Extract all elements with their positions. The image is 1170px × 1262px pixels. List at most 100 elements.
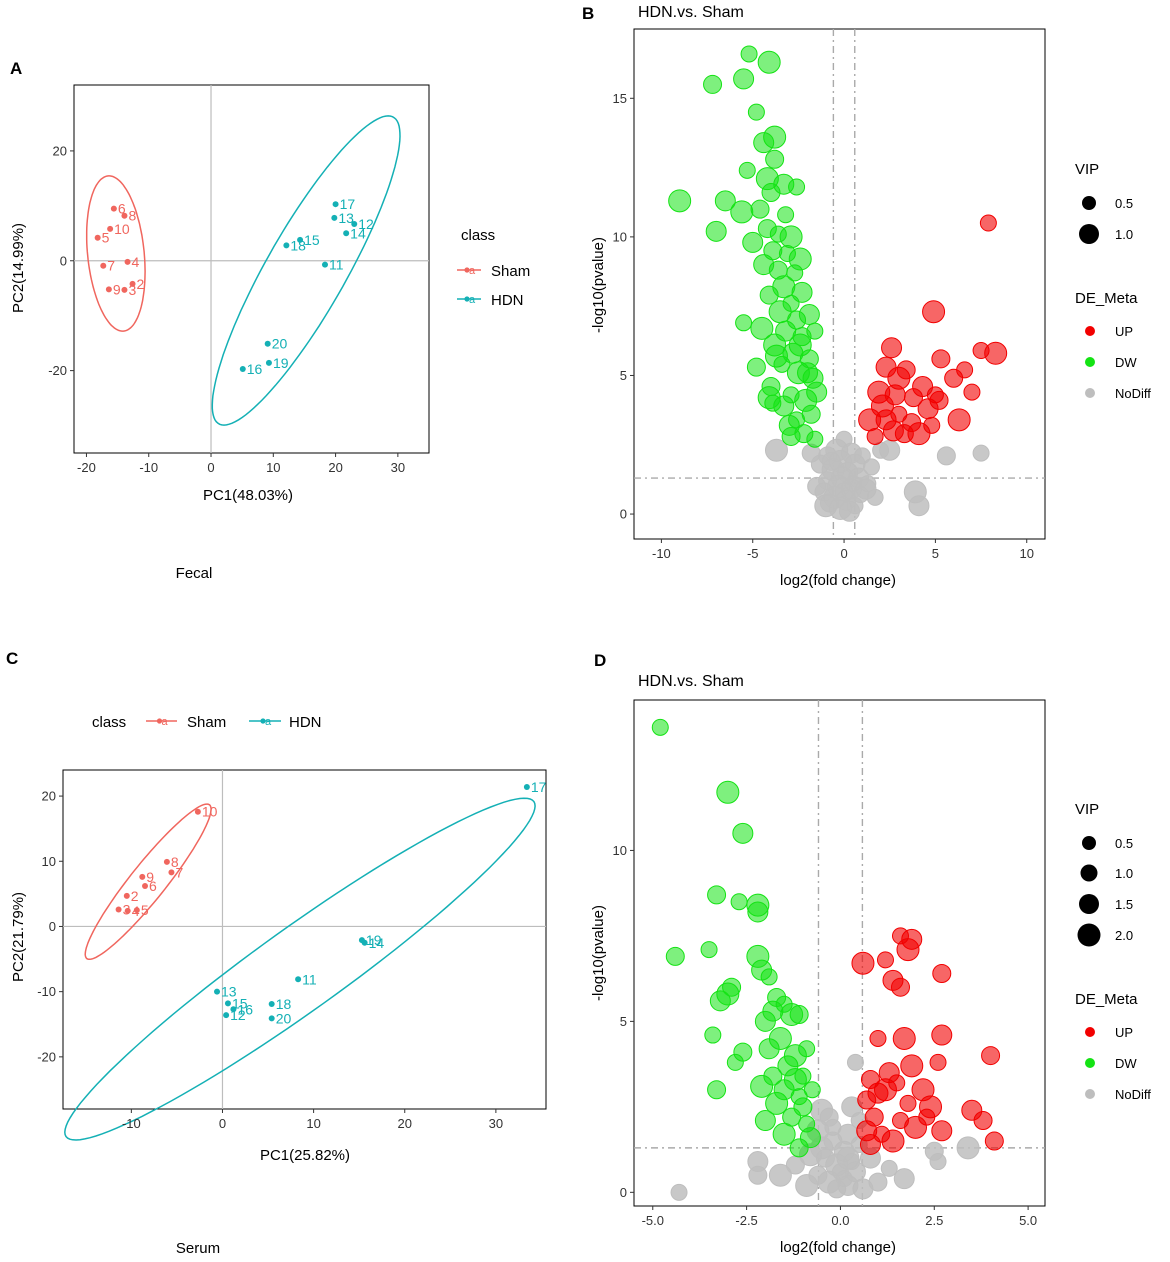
point-dw bbox=[786, 264, 804, 282]
x-tick-label: 10 bbox=[306, 1116, 320, 1131]
panel-b-letter: B bbox=[582, 4, 594, 23]
point-label-11: 11 bbox=[302, 971, 317, 987]
panel-c-caption: Serum bbox=[176, 1240, 220, 1257]
legend-key-point bbox=[260, 718, 266, 724]
panel-c-x-label: PC1(25.82%) bbox=[260, 1147, 350, 1164]
panel-c-legend-sham: Sham bbox=[187, 714, 226, 731]
point-up bbox=[892, 1026, 916, 1050]
point-dw bbox=[759, 285, 779, 305]
panel-b-legend-vip-title: VIP bbox=[1075, 161, 1099, 178]
panel-c: C class a Sham a HDN 1087962345171914111… bbox=[6, 649, 547, 1257]
point-dw bbox=[765, 149, 785, 169]
point-dw bbox=[806, 322, 824, 340]
point-label-2: 2 bbox=[137, 276, 145, 292]
point-up bbox=[881, 337, 903, 359]
point-label-14: 14 bbox=[350, 225, 366, 241]
panel-d-legend-vip-4: 2.0 bbox=[1115, 928, 1133, 943]
point-label-18: 18 bbox=[290, 237, 306, 253]
panel-c-plot-frame bbox=[62, 769, 547, 1110]
x-tick-label: -10 bbox=[652, 546, 671, 561]
point-hdn-12 bbox=[223, 1012, 230, 1019]
point-nodiff bbox=[824, 1118, 842, 1136]
point-nodiff bbox=[936, 446, 956, 466]
point-dw bbox=[726, 1053, 744, 1071]
point-hdn-11 bbox=[321, 261, 328, 268]
y-tick-label: 0 bbox=[49, 919, 56, 934]
point-sham-5 bbox=[133, 907, 140, 914]
panel-c-axes: -20 -10 0 10 20 -10 0 10 20 30 bbox=[37, 789, 503, 1131]
ellipse-sham bbox=[85, 175, 146, 332]
point-up bbox=[931, 1024, 953, 1046]
point-nodiff bbox=[795, 1173, 819, 1197]
point-up bbox=[963, 383, 981, 401]
point-up bbox=[881, 1129, 905, 1153]
point-nodiff bbox=[670, 1183, 688, 1201]
point-dw bbox=[789, 1005, 809, 1025]
x-tick-label: -20 bbox=[77, 460, 96, 475]
legend-key-point bbox=[464, 296, 470, 302]
panel-a-legend: class a Sham a HDN bbox=[457, 227, 530, 309]
point-up bbox=[932, 964, 952, 984]
point-sham-7 bbox=[168, 869, 175, 876]
point-sham-10 bbox=[194, 808, 201, 815]
x-tick-label: -10 bbox=[122, 1116, 141, 1131]
point-dw bbox=[651, 718, 669, 736]
panel-a-x-label: PC1(48.03%) bbox=[203, 487, 293, 504]
legend-key-letter: a bbox=[161, 716, 168, 728]
y-tick-label: -20 bbox=[37, 1049, 56, 1064]
point-dw bbox=[700, 941, 718, 959]
x-tick-label: 5 bbox=[932, 546, 939, 561]
point-sham-9 bbox=[139, 873, 146, 880]
point-up bbox=[947, 408, 971, 432]
point-nodiff bbox=[827, 1179, 847, 1199]
point-nodiff bbox=[868, 1172, 888, 1192]
point-dw bbox=[732, 822, 754, 844]
point-nodiff bbox=[834, 482, 854, 502]
ellipse-hdn bbox=[211, 115, 401, 426]
point-label-6: 6 bbox=[118, 201, 126, 217]
point-sham-3 bbox=[121, 286, 128, 293]
point-nodiff bbox=[748, 1165, 768, 1185]
point-label-12: 12 bbox=[230, 1007, 246, 1023]
panel-a-legend-hdn: HDN bbox=[491, 292, 524, 309]
point-nodiff bbox=[879, 439, 901, 461]
point-dw bbox=[758, 1038, 780, 1060]
point-up bbox=[866, 427, 884, 445]
panel-b-x-label: log2(fold change) bbox=[780, 572, 896, 589]
point-nodiff bbox=[855, 478, 877, 500]
panel-c-legend-key-hdn: a bbox=[249, 716, 281, 728]
point-dw bbox=[735, 314, 753, 332]
point-dw bbox=[750, 199, 770, 219]
point-nodiff bbox=[768, 1163, 792, 1187]
y-tick-label: 5 bbox=[620, 1014, 627, 1029]
point-sham-7 bbox=[100, 262, 107, 269]
point-up bbox=[869, 1029, 887, 1047]
point-sham-4 bbox=[124, 258, 131, 265]
point-up bbox=[979, 214, 997, 232]
panel-d-y-label: -log10(pvalue) bbox=[590, 905, 607, 1001]
point-dw bbox=[757, 50, 781, 74]
panel-a-legend-title: class bbox=[461, 227, 495, 244]
point-hdn-14 bbox=[343, 230, 350, 237]
point-label-5: 5 bbox=[141, 902, 149, 918]
point-dw bbox=[707, 1080, 727, 1100]
point-up bbox=[873, 1078, 897, 1102]
point-dw bbox=[803, 1081, 821, 1099]
point-sham-10 bbox=[107, 225, 114, 232]
point-nodiff bbox=[846, 1053, 864, 1071]
point-hdn-18 bbox=[268, 1001, 275, 1008]
point-dw bbox=[754, 1110, 776, 1132]
point-sham-6 bbox=[142, 883, 149, 890]
point-dw bbox=[788, 178, 806, 196]
panel-b-legend-key-dw bbox=[1085, 357, 1095, 367]
panel-a-axes: -20 0 20 -20 -10 0 10 20 30 bbox=[48, 143, 405, 475]
point-label-9: 9 bbox=[113, 281, 121, 297]
point-label-4: 4 bbox=[132, 254, 140, 270]
panel-d-legend-vip-2: 1.0 bbox=[1115, 866, 1133, 881]
point-label-8: 8 bbox=[128, 208, 136, 224]
panel-b-legend-vip-key-small bbox=[1082, 196, 1096, 210]
legend-key-letter: a bbox=[469, 294, 476, 306]
point-sham-6 bbox=[110, 205, 117, 212]
panel-d-legend-vip-1: 0.5 bbox=[1115, 836, 1133, 851]
